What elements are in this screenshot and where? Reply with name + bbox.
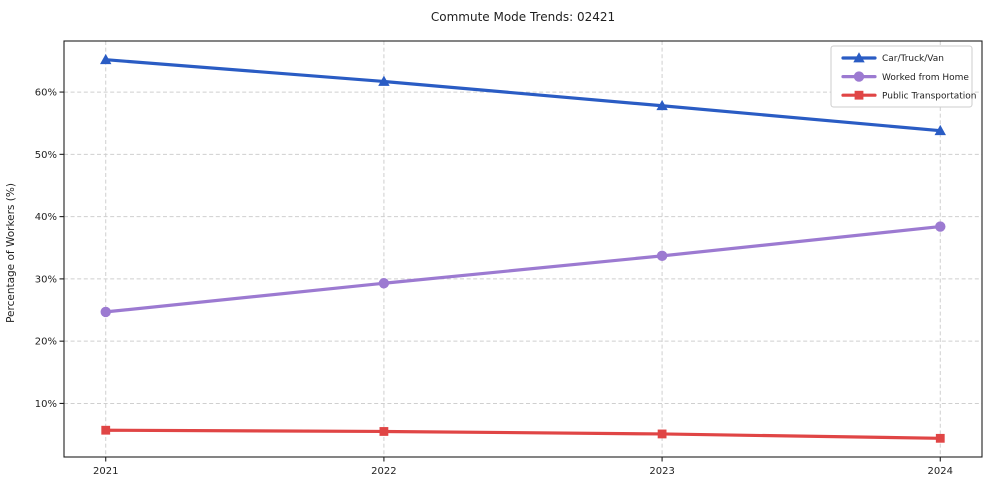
circle-marker [100, 306, 111, 318]
circle-marker [378, 278, 390, 289]
circle-marker [935, 221, 946, 232]
x-tick-label: 2022 [371, 466, 396, 477]
x-tick-label: 2024 [928, 466, 953, 477]
y-axis-label: Percentage of Workers (%) [5, 183, 17, 323]
x-tick-label: 2021 [93, 466, 118, 477]
legend: Car/Truck/Van Worked from Home Public Tran… [830, 45, 976, 108]
y-tick-label: 30% [35, 274, 57, 285]
triangle-marker [656, 99, 668, 111]
y-tick-label: 60% [35, 88, 57, 99]
legend-box [830, 45, 973, 108]
legend-item-car-truck-van: Car/Truck/Van [841, 52, 944, 64]
series-line [104, 58, 942, 133]
square-marker [935, 433, 945, 443]
legend-item-public-transportation: Public Transportation [841, 90, 976, 101]
square-marker [379, 427, 389, 436]
legend-item-worked-from-home: Worked from Home [841, 71, 969, 83]
triangle-marker [100, 53, 112, 65]
legend-item-label: Car/Truck/Van [882, 54, 944, 64]
series-line [104, 224, 942, 314]
series-line [104, 428, 942, 440]
y-tick-label: 50% [35, 150, 57, 161]
x-axis: 2021 2022 2023 2024 [93, 457, 953, 477]
triangle-marker [378, 75, 390, 86]
triangle-marker [934, 124, 946, 136]
chart-title: Commute Mode Trends: 02421 [431, 10, 615, 24]
legend-item-label: Public Transportation [882, 91, 976, 101]
square-marker [101, 425, 111, 435]
series-worked-from-home [100, 221, 946, 318]
y-axis: 10% 20% 30% 40% 50% 60% [35, 88, 64, 410]
circle-marker [656, 250, 668, 262]
series-car-truck-van [100, 53, 946, 136]
y-tick-label: 10% [35, 399, 57, 410]
series-public-transportation [101, 425, 945, 443]
square-marker [657, 429, 667, 439]
square-marker [854, 90, 864, 100]
x-tick-label: 2023 [649, 466, 674, 477]
circle-marker [853, 71, 865, 82]
y-tick-label: 20% [35, 337, 57, 348]
legend-item-label: Worked from Home [882, 73, 969, 83]
axes-border [63, 40, 983, 458]
triangle-marker [853, 52, 865, 63]
y-tick-label: 40% [35, 212, 57, 223]
